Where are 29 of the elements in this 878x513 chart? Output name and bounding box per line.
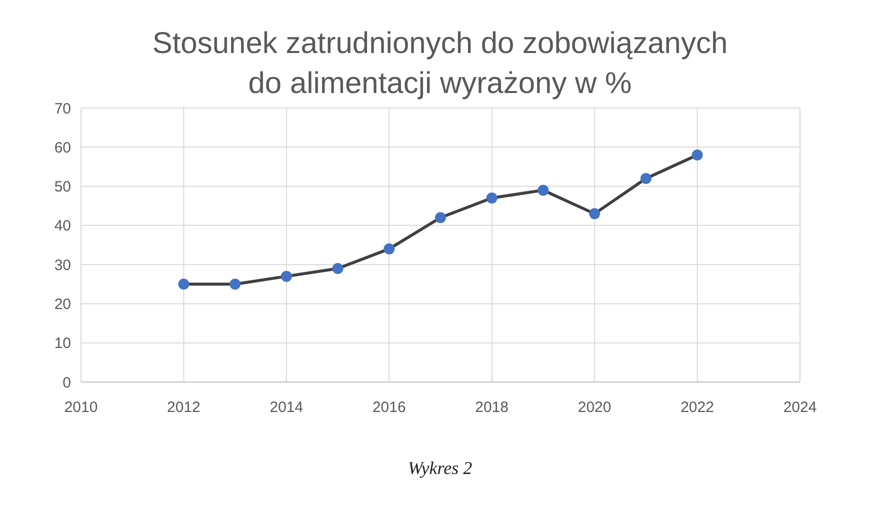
text: Wykres 2 [408, 458, 472, 478]
point [692, 149, 703, 160]
x-tick-label: 2020 [578, 399, 612, 416]
y-tick-label: 20 [54, 296, 71, 313]
y-tick-label: 30 [54, 256, 71, 274]
point [589, 208, 600, 220]
point [435, 212, 446, 224]
chart-title: Stosunek zatrudnionych do zobowiązanych do alimentacji wyrażony w % [152, 27, 728, 100]
y-tick-label: 70 [54, 100, 71, 118]
point [384, 243, 395, 254]
y-tick-label: 60 [54, 139, 71, 156]
y-tick-label: 50 [54, 178, 71, 196]
y-tick-label: 10 [54, 335, 71, 352]
x-tick-label: 2022 [680, 399, 714, 416]
x-tick-label: 2024 [783, 399, 817, 416]
point [280, 270, 292, 282]
x-tick-label: 2010 [64, 399, 98, 416]
point [178, 278, 190, 290]
point [640, 172, 652, 184]
x-tick-label: 2018 [475, 399, 509, 416]
y-tick-label: 40 [54, 218, 71, 235]
point [332, 262, 344, 274]
point [538, 184, 549, 196]
point [486, 192, 498, 204]
point [230, 278, 241, 290]
x-tick-label: 2012 [167, 399, 200, 416]
y-tick-label: 0 [62, 374, 71, 392]
x-tick-label: 2016 [372, 399, 406, 416]
x-tick-label: 2014 [270, 399, 304, 416]
